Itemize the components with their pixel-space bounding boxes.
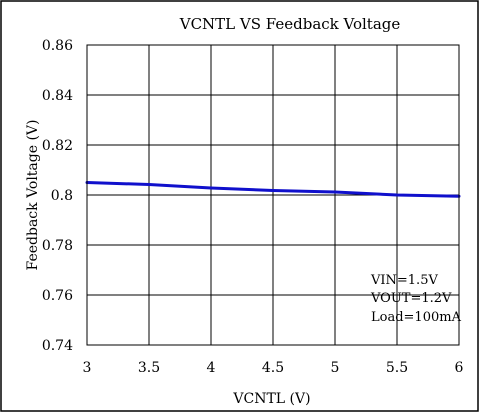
annotation-vin: VIN=1.5V — [370, 273, 438, 288]
x-tick-label: 5 — [331, 360, 340, 376]
y-tick-label: 0.76 — [42, 288, 73, 304]
chart-title: VCNTL VS Feedback Voltage — [179, 15, 401, 33]
annotation-vout: VOUT=1.2V — [370, 291, 452, 306]
annotation-load: Load=100mA — [371, 310, 462, 325]
x-axis-label: VCNTL (V) — [232, 391, 310, 407]
plot-area-border — [86, 44, 460, 346]
series-layer — [85, 181, 461, 198]
y-tick-label: 0.78 — [42, 238, 73, 254]
x-tick-label: 5.5 — [386, 360, 408, 376]
y-tick-label: 0.74 — [42, 338, 73, 354]
y-tick-label: 0.84 — [42, 88, 73, 104]
annotation-block: VIN=1.5V VOUT=1.2V Load=100mA — [370, 273, 462, 325]
x-tick-label: 4 — [207, 360, 216, 376]
x-tick-label: 6 — [455, 360, 464, 376]
x-tick-label: 3.5 — [138, 360, 160, 376]
series-line — [85, 181, 461, 198]
y-tick-label: 0.8 — [51, 188, 73, 204]
tick-label-layer: 3 3.5 4 4.5 5 5.5 6 0.74 0.76 0.78 0.8 0.82 0.84 0.86 — [42, 38, 464, 376]
y-axis-label: Feedback Voltage (V) — [25, 120, 41, 271]
y-tick-label: 0.86 — [42, 38, 73, 54]
x-tick-label: 4.5 — [262, 360, 284, 376]
x-tick-label: 3 — [83, 360, 92, 376]
y-tick-label: 0.82 — [42, 138, 73, 154]
